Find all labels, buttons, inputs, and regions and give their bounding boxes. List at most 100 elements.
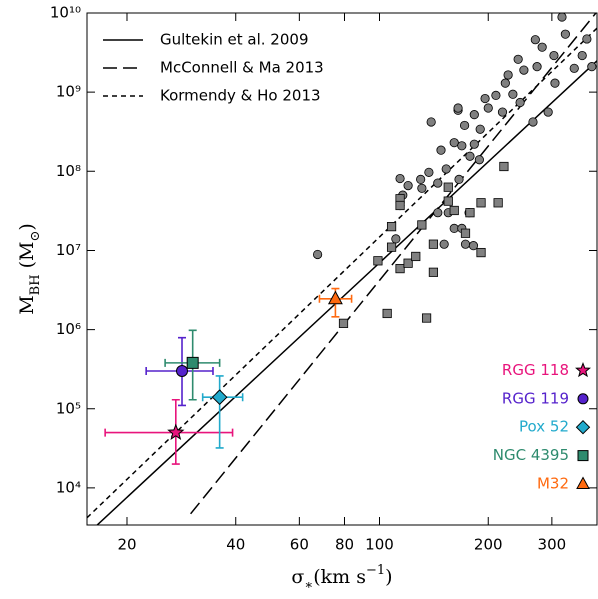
marker	[537, 42, 547, 52]
y-error-bar	[215, 375, 224, 449]
marker	[382, 308, 392, 319]
marker	[417, 183, 427, 193]
marker	[499, 161, 509, 172]
marker	[428, 267, 439, 277]
marker	[167, 423, 185, 440]
marker	[424, 167, 434, 177]
legend-label: RGG 118	[502, 361, 569, 379]
y-tick-label: 10⁹	[56, 83, 81, 101]
marker	[532, 62, 542, 72]
marker	[465, 151, 475, 161]
relation-line	[190, 13, 597, 515]
marker	[519, 65, 529, 75]
marker	[426, 117, 436, 127]
marker	[465, 208, 475, 218]
y-tick-label: 10⁴	[56, 478, 81, 496]
marker	[436, 145, 446, 155]
y-tick-label: 10⁶	[56, 320, 81, 338]
label-part: BH	[28, 274, 43, 295]
marker	[411, 251, 421, 262]
plot-area	[87, 13, 597, 525]
legend-label: NGC 4395	[493, 446, 569, 464]
marker	[186, 356, 199, 369]
legend-label: Pox 52	[519, 418, 569, 436]
marker	[395, 173, 405, 184]
marker	[497, 107, 508, 117]
marker	[469, 110, 479, 120]
marker	[513, 54, 523, 64]
marker	[449, 205, 459, 216]
marker	[577, 393, 589, 405]
marker	[386, 242, 397, 252]
marker	[575, 362, 591, 378]
marker	[469, 139, 479, 149]
marker	[176, 364, 189, 377]
marker	[577, 450, 589, 462]
marker	[557, 13, 567, 22]
marker	[395, 263, 405, 274]
marker	[391, 234, 401, 244]
marker	[460, 228, 471, 238]
y-tick-label: 10⁷	[56, 241, 81, 259]
marker	[386, 222, 397, 232]
marker	[503, 70, 513, 80]
marker	[543, 107, 553, 117]
label-part: σ	[291, 566, 304, 588]
marker	[211, 389, 228, 406]
label-part: )	[16, 223, 38, 230]
marker	[443, 182, 453, 192]
marker	[454, 174, 464, 185]
label-part: (km s	[313, 566, 366, 588]
marker	[575, 419, 591, 435]
relation-line	[96, 60, 597, 525]
x-tick-label: 100	[365, 536, 394, 554]
marker	[433, 208, 443, 218]
marker	[460, 239, 471, 249]
marker	[338, 318, 349, 328]
x-tick-label: 300	[538, 536, 567, 554]
marker	[500, 78, 510, 88]
marker	[493, 198, 503, 208]
y-tick-label: 10⁸	[56, 162, 81, 180]
x-tick-label: 80	[335, 536, 354, 554]
y-tick-label: 10¹⁰	[50, 4, 81, 22]
label-part: )	[385, 566, 392, 588]
marker	[421, 313, 432, 323]
x-tick-label: 20	[117, 536, 136, 554]
marker	[560, 29, 570, 39]
x-axis-label: σ∗(km s−1)	[291, 563, 392, 593]
marker	[491, 90, 501, 100]
marker	[417, 220, 427, 230]
marker	[449, 138, 459, 148]
marker	[550, 78, 560, 88]
legend-label: Gultekin et al. 2009	[160, 31, 308, 49]
marker	[476, 247, 486, 258]
marker	[433, 178, 443, 188]
marker	[373, 256, 383, 266]
marker	[403, 258, 413, 268]
marker	[443, 196, 453, 206]
marker	[587, 62, 597, 72]
marker	[457, 141, 467, 151]
legend-label: McConnell & Ma 2013	[160, 59, 324, 77]
axes-frame	[86, 12, 598, 526]
x-tick-label: 40	[226, 536, 245, 554]
legend-label: RGG 119	[502, 389, 569, 407]
marker	[530, 35, 540, 45]
marker	[528, 117, 538, 127]
label-part: (M	[16, 242, 38, 275]
marker	[474, 155, 484, 165]
marker	[428, 239, 439, 249]
x-error-bar	[104, 428, 234, 437]
marker	[395, 200, 405, 211]
label-part: ∗	[304, 578, 313, 593]
x-tick-label: 200	[474, 536, 503, 554]
y-tick-label: 10⁵	[56, 399, 81, 417]
marker	[476, 198, 486, 208]
x-tick-label: 60	[290, 536, 309, 554]
marker	[416, 174, 426, 185]
y-axis-label: MBH (M⊙)	[16, 223, 43, 315]
marker	[441, 164, 451, 174]
